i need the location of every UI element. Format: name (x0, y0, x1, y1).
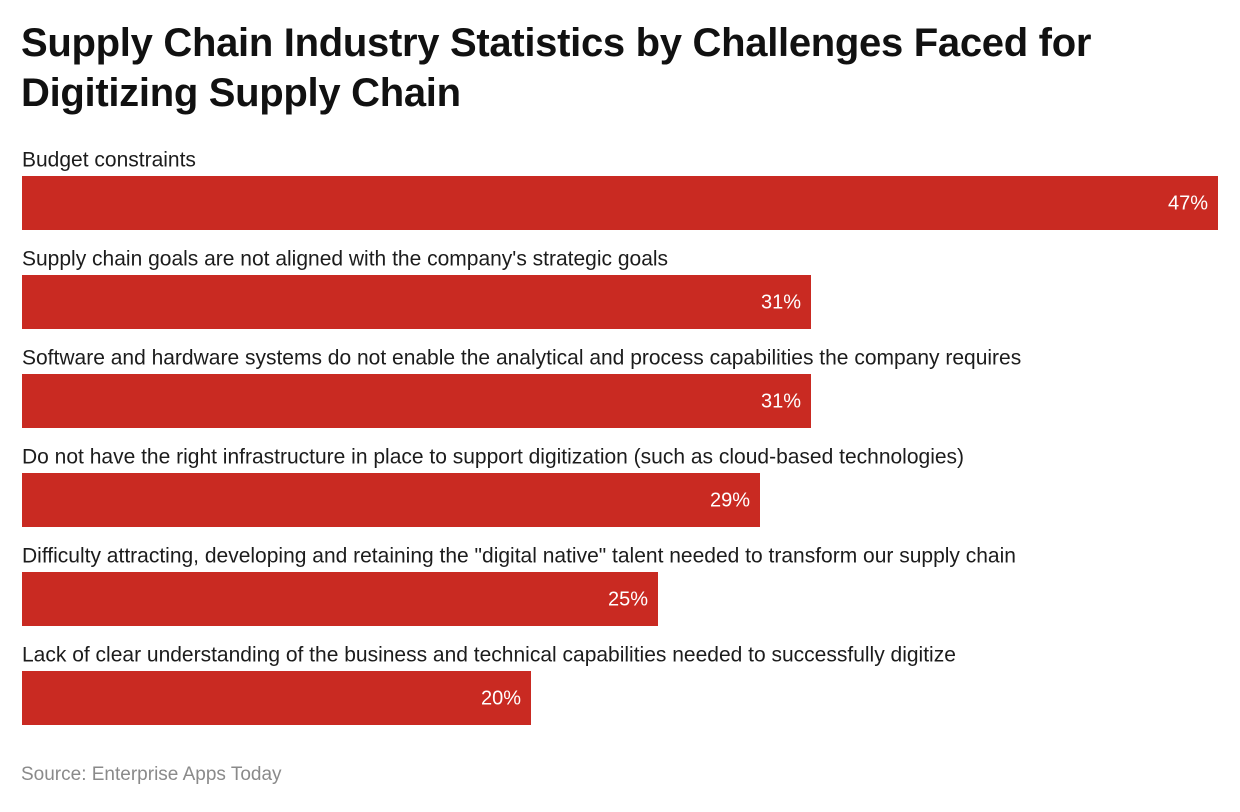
bar-value-label: 20% (481, 687, 521, 709)
bar (22, 374, 811, 428)
source-note: Source: Enterprise Apps Today (21, 764, 282, 785)
bar (22, 572, 658, 626)
bar-value-label: 31% (761, 291, 801, 313)
chart-title: Supply Chain Industry Statistics by Chal… (21, 21, 1092, 115)
category-label: Budget constraints (22, 149, 196, 172)
category-label: Difficulty attracting, developing and re… (22, 545, 1016, 568)
bar-value-label: 47% (1168, 192, 1208, 214)
category-label: Supply chain goals are not aligned with … (22, 248, 668, 271)
category-label: Do not have the right infrastructure in … (22, 446, 964, 469)
bar-value-label: 29% (710, 489, 750, 511)
category-label: Software and hardware systems do not ena… (22, 347, 1021, 370)
bar (22, 473, 760, 527)
bar (22, 176, 1218, 230)
bar-value-label: 31% (761, 390, 801, 412)
bar (22, 671, 531, 725)
bar (22, 275, 811, 329)
bar-value-label: 25% (608, 588, 648, 610)
category-label: Lack of clear understanding of the busin… (22, 644, 956, 667)
